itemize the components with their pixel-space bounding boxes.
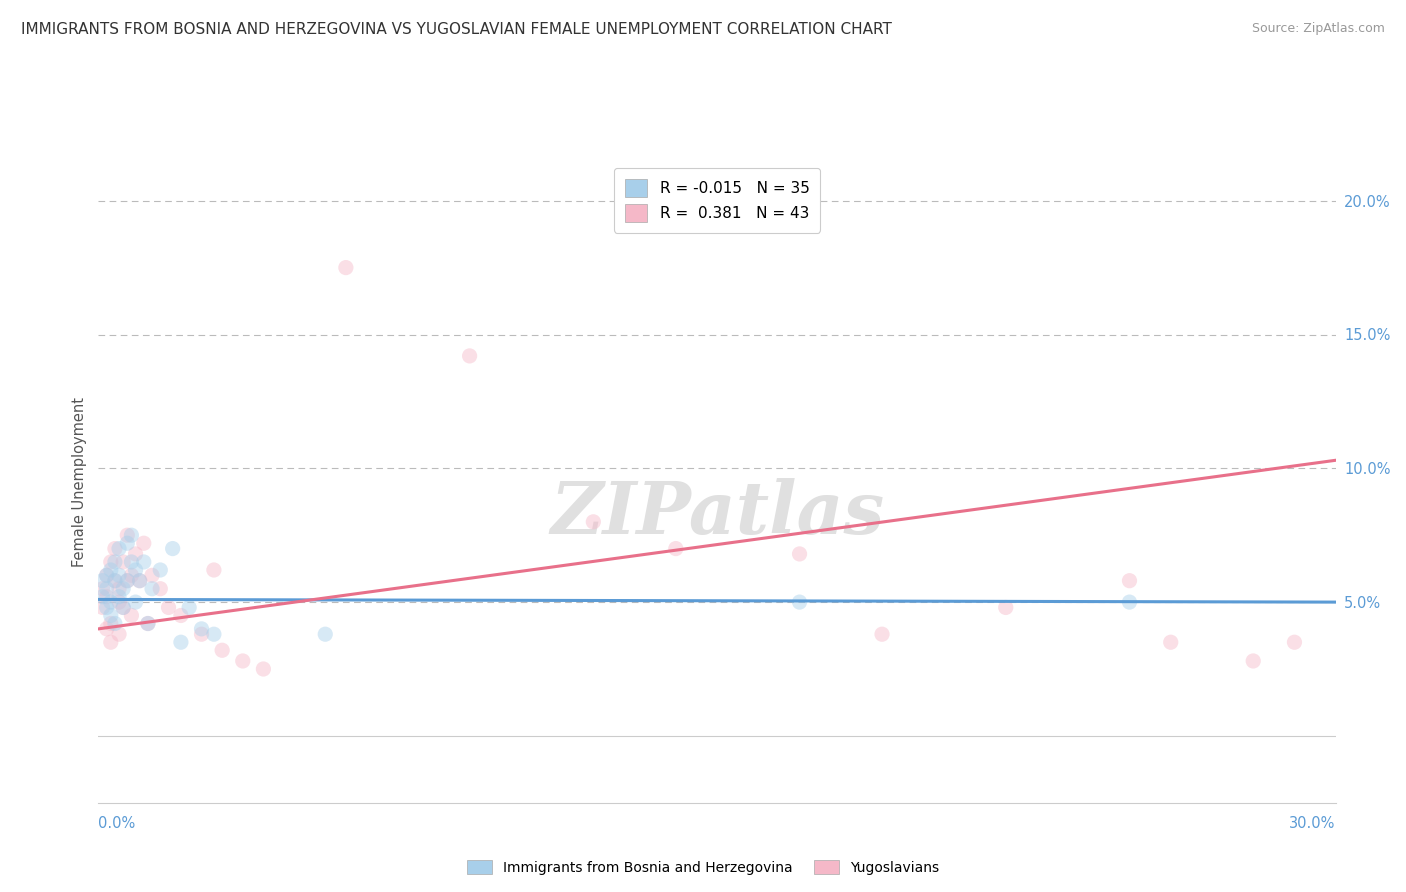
Point — [1284, 635, 1306, 649]
Text: IMMIGRANTS FROM BOSNIA AND HERZEGOVINA VS YUGOSLAVIAN FEMALE UNEMPLOYMENT CORREL: IMMIGRANTS FROM BOSNIA AND HERZEGOVINA V… — [21, 22, 891, 37]
Point — [789, 547, 811, 561]
Point — [108, 595, 131, 609]
Text: ZIPatlas: ZIPatlas — [550, 478, 884, 549]
Point — [211, 643, 233, 657]
Point — [104, 574, 127, 588]
Point — [136, 616, 159, 631]
Point — [91, 582, 114, 596]
Point — [96, 582, 118, 596]
Point — [104, 541, 127, 556]
Point — [120, 608, 142, 623]
Point — [104, 555, 127, 569]
Point — [870, 627, 893, 641]
Point — [1118, 574, 1140, 588]
Point — [232, 654, 254, 668]
Point — [100, 608, 122, 623]
Point — [1118, 595, 1140, 609]
Point — [96, 568, 118, 582]
Point — [96, 622, 118, 636]
Point — [136, 616, 159, 631]
Point — [124, 563, 146, 577]
Point — [104, 616, 127, 631]
Point — [100, 595, 122, 609]
Point — [162, 541, 184, 556]
Point — [112, 600, 135, 615]
Point — [91, 574, 114, 588]
Point — [190, 622, 212, 636]
Point — [789, 595, 811, 609]
Point — [100, 563, 122, 577]
Point — [1241, 654, 1264, 668]
Point — [132, 555, 155, 569]
Point — [665, 541, 688, 556]
Point — [120, 528, 142, 542]
Text: Source: ZipAtlas.com: Source: ZipAtlas.com — [1251, 22, 1385, 36]
Point — [117, 536, 139, 550]
Point — [149, 582, 172, 596]
Point — [100, 616, 122, 631]
Point — [124, 547, 146, 561]
Point — [994, 600, 1017, 615]
Point — [96, 600, 118, 615]
Point — [112, 555, 135, 569]
Point — [112, 600, 135, 615]
Point — [170, 608, 193, 623]
Point — [132, 536, 155, 550]
Point — [141, 582, 163, 596]
Point — [112, 582, 135, 596]
Point — [582, 515, 605, 529]
Point — [100, 635, 122, 649]
Point — [202, 563, 225, 577]
Point — [252, 662, 274, 676]
Point — [170, 635, 193, 649]
Point — [128, 574, 150, 588]
Point — [117, 574, 139, 588]
Point — [314, 627, 336, 641]
Legend: R = -0.015   N = 35, R =  0.381   N = 43: R = -0.015 N = 35, R = 0.381 N = 43 — [614, 169, 820, 233]
Point — [1160, 635, 1182, 649]
Point — [190, 627, 212, 641]
Point — [117, 528, 139, 542]
Point — [458, 349, 481, 363]
Point — [91, 590, 114, 604]
Point — [108, 627, 131, 641]
Y-axis label: Female Unemployment: Female Unemployment — [72, 397, 87, 566]
Point — [108, 582, 131, 596]
Point — [149, 563, 172, 577]
Point — [120, 555, 142, 569]
Text: 30.0%: 30.0% — [1289, 816, 1336, 831]
Point — [91, 600, 114, 615]
Point — [96, 590, 118, 604]
Point — [117, 574, 139, 588]
Point — [100, 555, 122, 569]
Point — [124, 595, 146, 609]
Text: 0.0%: 0.0% — [98, 816, 135, 831]
Legend: Immigrants from Bosnia and Herzegovina, Yugoslavians: Immigrants from Bosnia and Herzegovina, … — [461, 855, 945, 880]
Point — [120, 568, 142, 582]
Point — [96, 568, 118, 582]
Point — [108, 590, 131, 604]
Point — [179, 600, 201, 615]
Point — [108, 541, 131, 556]
Point — [104, 574, 127, 588]
Point — [335, 260, 357, 275]
Point — [202, 627, 225, 641]
Point — [128, 574, 150, 588]
Point — [108, 568, 131, 582]
Point — [157, 600, 180, 615]
Point — [141, 568, 163, 582]
